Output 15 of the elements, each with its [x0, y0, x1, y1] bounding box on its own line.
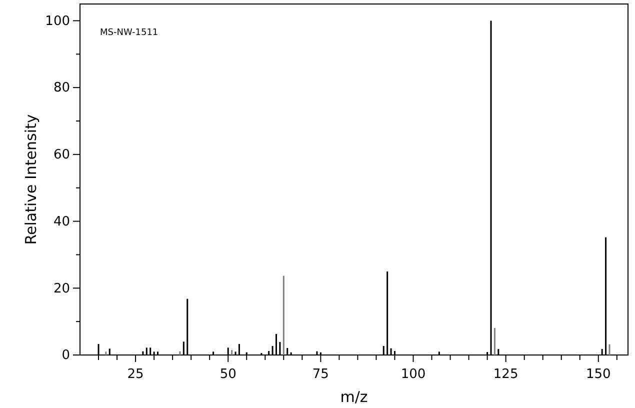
x-tick-label: 100 — [400, 367, 426, 382]
y-tick-label: 40 — [53, 214, 70, 230]
y-tick-label: 100 — [45, 14, 70, 29]
x-tick-label: 50 — [220, 367, 236, 382]
x-tick-label: 75 — [312, 367, 329, 382]
y-tick-label: 0 — [62, 348, 70, 364]
y-tick-label: 60 — [53, 148, 70, 163]
x-axis-title: m/z — [340, 388, 368, 406]
x-tick-label: 150 — [586, 367, 611, 382]
x-tick-label: 25 — [127, 367, 144, 382]
y-tick-label: 20 — [53, 281, 70, 296]
annotation: MS-NW-1511 — [100, 28, 158, 38]
y-tick-label: 80 — [53, 80, 70, 96]
y-axis-title: Relative Intensity — [22, 114, 40, 245]
x-tick-label: 125 — [493, 367, 518, 382]
